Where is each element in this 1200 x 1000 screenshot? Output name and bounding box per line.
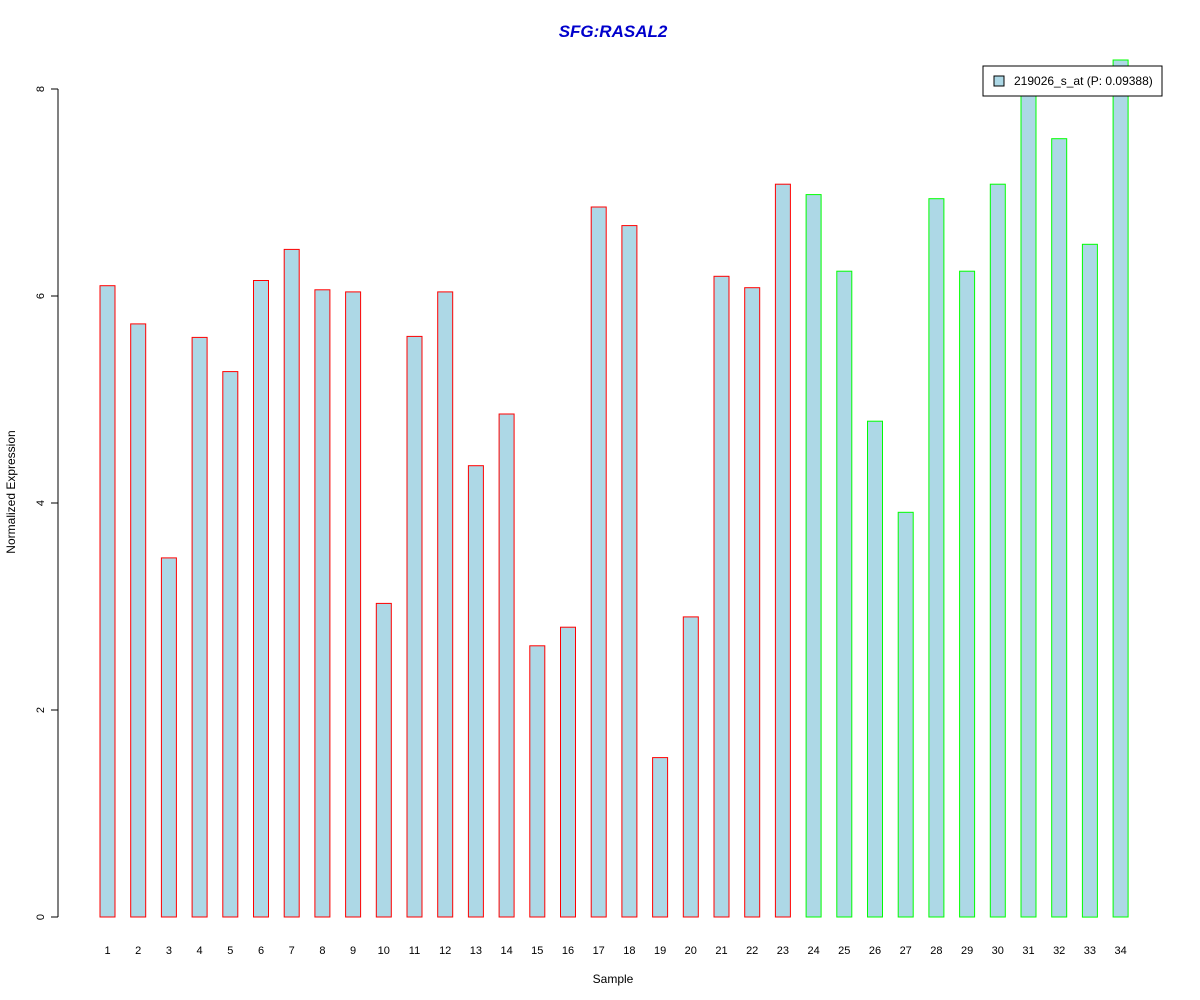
x-tick-label: 11 [409, 945, 420, 957]
x-tick-label: 1 [104, 945, 110, 957]
bar [222, 371, 239, 918]
chart-title: SFG:RASAL2 [559, 22, 668, 41]
y-tick-label: 4 [35, 500, 47, 506]
x-tick-label: 4 [197, 945, 203, 957]
legend-swatch [993, 75, 1005, 87]
x-tick-label: 25 [838, 945, 850, 957]
x-tick-label: 13 [470, 945, 482, 957]
bar [1112, 59, 1129, 918]
x-tick-label: 31 [1022, 945, 1034, 957]
bar [375, 602, 392, 918]
bar [836, 270, 853, 918]
x-tick-label: 23 [777, 945, 789, 957]
bar [529, 645, 546, 918]
x-tick-label: 6 [258, 945, 264, 957]
x-tick-label: 17 [593, 945, 605, 957]
bar [774, 183, 791, 918]
bar [590, 206, 607, 918]
bar [652, 757, 669, 918]
bar [498, 413, 515, 918]
bar [283, 248, 300, 918]
x-tick-label: 22 [746, 945, 758, 957]
bar [406, 335, 423, 918]
y-tick-label: 2 [35, 707, 47, 713]
x-tick-label: 16 [562, 945, 574, 957]
bars-group [99, 59, 1129, 918]
bar [621, 225, 638, 918]
y-axis-label: Normalized Expression [4, 430, 18, 553]
bar [99, 285, 116, 918]
x-tick-label: 3 [166, 945, 172, 957]
x-tick-label: 33 [1084, 945, 1096, 957]
bar [1051, 138, 1068, 918]
bar [959, 270, 976, 918]
y-axis: 0 2 4 6 8 [35, 86, 59, 920]
bar [345, 291, 362, 918]
x-tick-label: 7 [289, 945, 295, 957]
legend: 219026_s_at (P: 0.09388) [982, 65, 1163, 97]
bar [928, 198, 945, 918]
x-tick-label: 21 [715, 945, 727, 957]
x-tick-label: 29 [961, 945, 973, 957]
bar [682, 616, 699, 918]
bar [130, 323, 147, 918]
bar [437, 291, 454, 918]
x-tick-label: 20 [685, 945, 697, 957]
x-tick-label: 2 [135, 945, 141, 957]
x-tick-label: 30 [992, 945, 1004, 957]
bar [314, 289, 331, 918]
x-axis-label: Sample [593, 972, 634, 986]
x-tick-label: 14 [500, 945, 512, 957]
y-tick-label: 6 [35, 293, 47, 299]
x-tick-label: 19 [654, 945, 666, 957]
legend-entry: 219026_s_at (P: 0.09388) [1014, 74, 1153, 88]
x-tick-label: 15 [531, 945, 543, 957]
y-tick-label: 0 [35, 914, 47, 920]
y-tick-label: 8 [35, 86, 47, 92]
bar [560, 626, 576, 918]
bar [989, 183, 1006, 918]
bar [713, 275, 730, 918]
x-tick-labels: 1 2 3 4 5 6 7 8 9 10 11 12 13 14 15 16 17 18 19 20 21 22 23 24 2… [104, 945, 1126, 957]
bar [191, 336, 208, 918]
x-tick-label: 5 [227, 945, 233, 957]
x-tick-label: 24 [807, 945, 819, 957]
bar [160, 557, 177, 918]
x-tick-label: 27 [900, 945, 912, 957]
legend-box [982, 65, 1163, 97]
x-tick-label: 9 [350, 945, 356, 957]
bar [897, 511, 914, 918]
bar [1081, 243, 1098, 918]
x-tick-label: 26 [869, 945, 881, 957]
bar [253, 280, 269, 918]
x-tick-label: 12 [439, 945, 451, 957]
x-tick-label: 8 [319, 945, 325, 957]
x-tick-label: 32 [1053, 945, 1065, 957]
bar [744, 287, 761, 918]
x-tick-label: 18 [623, 945, 635, 957]
x-tick-label: 28 [930, 945, 942, 957]
bar [805, 194, 822, 918]
bar [467, 465, 484, 918]
x-tick-label: 34 [1114, 945, 1126, 957]
bar [867, 420, 883, 918]
bar [1020, 90, 1037, 918]
x-tick-label: 10 [378, 945, 390, 957]
